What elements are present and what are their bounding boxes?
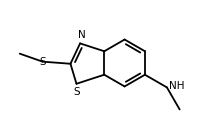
Text: NH: NH	[169, 82, 184, 92]
Text: S: S	[39, 57, 46, 67]
Text: N: N	[78, 30, 86, 40]
Text: S: S	[73, 87, 80, 97]
